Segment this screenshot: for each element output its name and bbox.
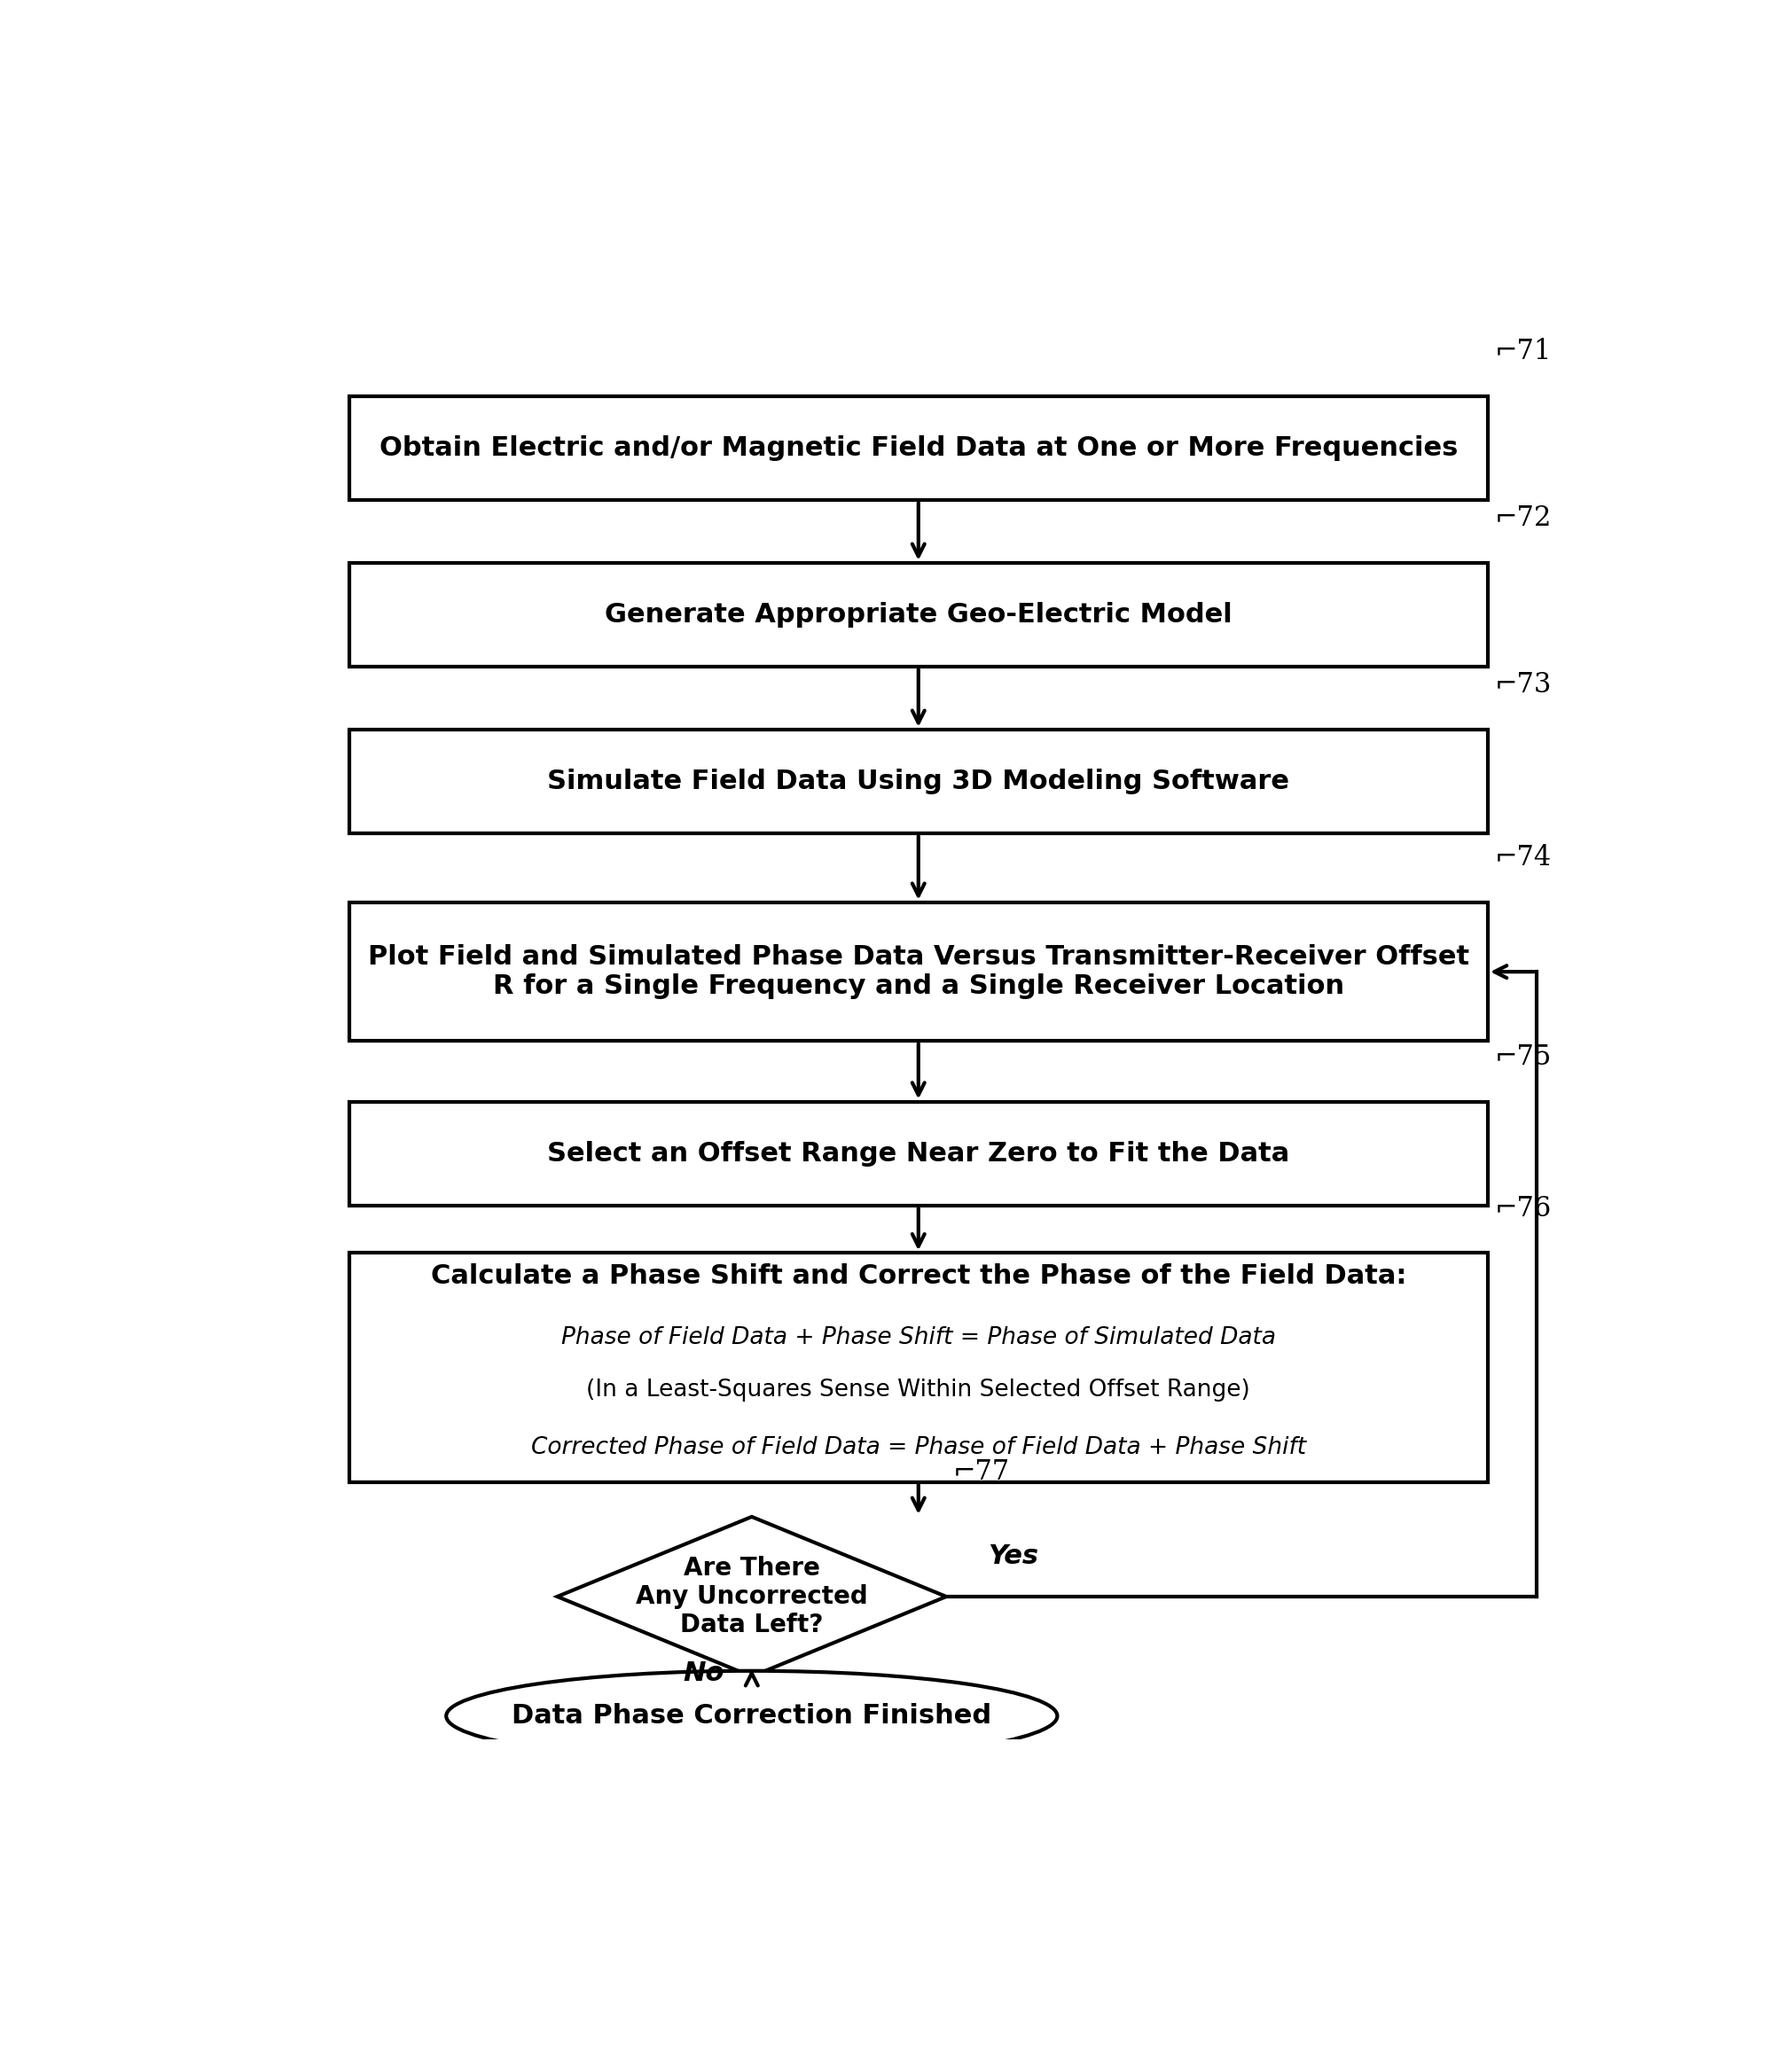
Text: Generate Appropriate Geo-Electric Model: Generate Appropriate Geo-Electric Model [604,602,1233,627]
Text: ⌐77: ⌐77 [953,1459,1011,1486]
Text: ⌐73: ⌐73 [1495,671,1552,700]
Text: Are There
Any Uncorrected
Data Left?: Are There Any Uncorrected Data Left? [636,1555,867,1637]
Text: Calculate a Phase Shift and Correct the Phase of the Field Data:: Calculate a Phase Shift and Correct the … [430,1263,1407,1290]
Text: No: No [683,1660,724,1687]
Text: Simulate Field Data Using 3D Modeling Software: Simulate Field Data Using 3D Modeling So… [547,768,1290,795]
Text: ⌐74: ⌐74 [1495,845,1552,871]
FancyBboxPatch shape [349,395,1487,501]
Text: Corrected Phase of Field Data = Phase of Field Data + Phase Shift: Corrected Phase of Field Data = Phase of… [530,1437,1306,1459]
Text: ⌐75: ⌐75 [1495,1043,1552,1070]
Text: Plot Field and Simulated Phase Data Versus Transmitter-Receiver Offset
R for a S: Plot Field and Simulated Phase Data Vers… [367,944,1469,1000]
FancyBboxPatch shape [349,729,1487,834]
Text: (In a Least-Squares Sense Within Selected Offset Range): (In a Least-Squares Sense Within Selecte… [586,1379,1251,1401]
Polygon shape [557,1517,946,1677]
Text: ⌐71: ⌐71 [1495,337,1552,366]
FancyBboxPatch shape [349,1252,1487,1482]
Text: Phase of Field Data + Phase Shift = Phase of Simulated Data: Phase of Field Data + Phase Shift = Phas… [561,1327,1276,1350]
FancyBboxPatch shape [349,1101,1487,1205]
Text: ⌐72: ⌐72 [1495,505,1552,532]
Text: Yes: Yes [987,1542,1038,1569]
Text: Select an Offset Range Near Zero to Fit the Data: Select an Offset Range Near Zero to Fit … [547,1141,1290,1167]
Text: Data Phase Correction Finished: Data Phase Correction Finished [513,1704,991,1728]
Text: ⌐76: ⌐76 [1495,1194,1552,1223]
FancyBboxPatch shape [349,563,1487,667]
Text: Obtain Electric and/or Magnetic Field Data at One or More Frequencies: Obtain Electric and/or Magnetic Field Da… [380,435,1457,462]
FancyBboxPatch shape [349,903,1487,1041]
Ellipse shape [446,1670,1057,1762]
